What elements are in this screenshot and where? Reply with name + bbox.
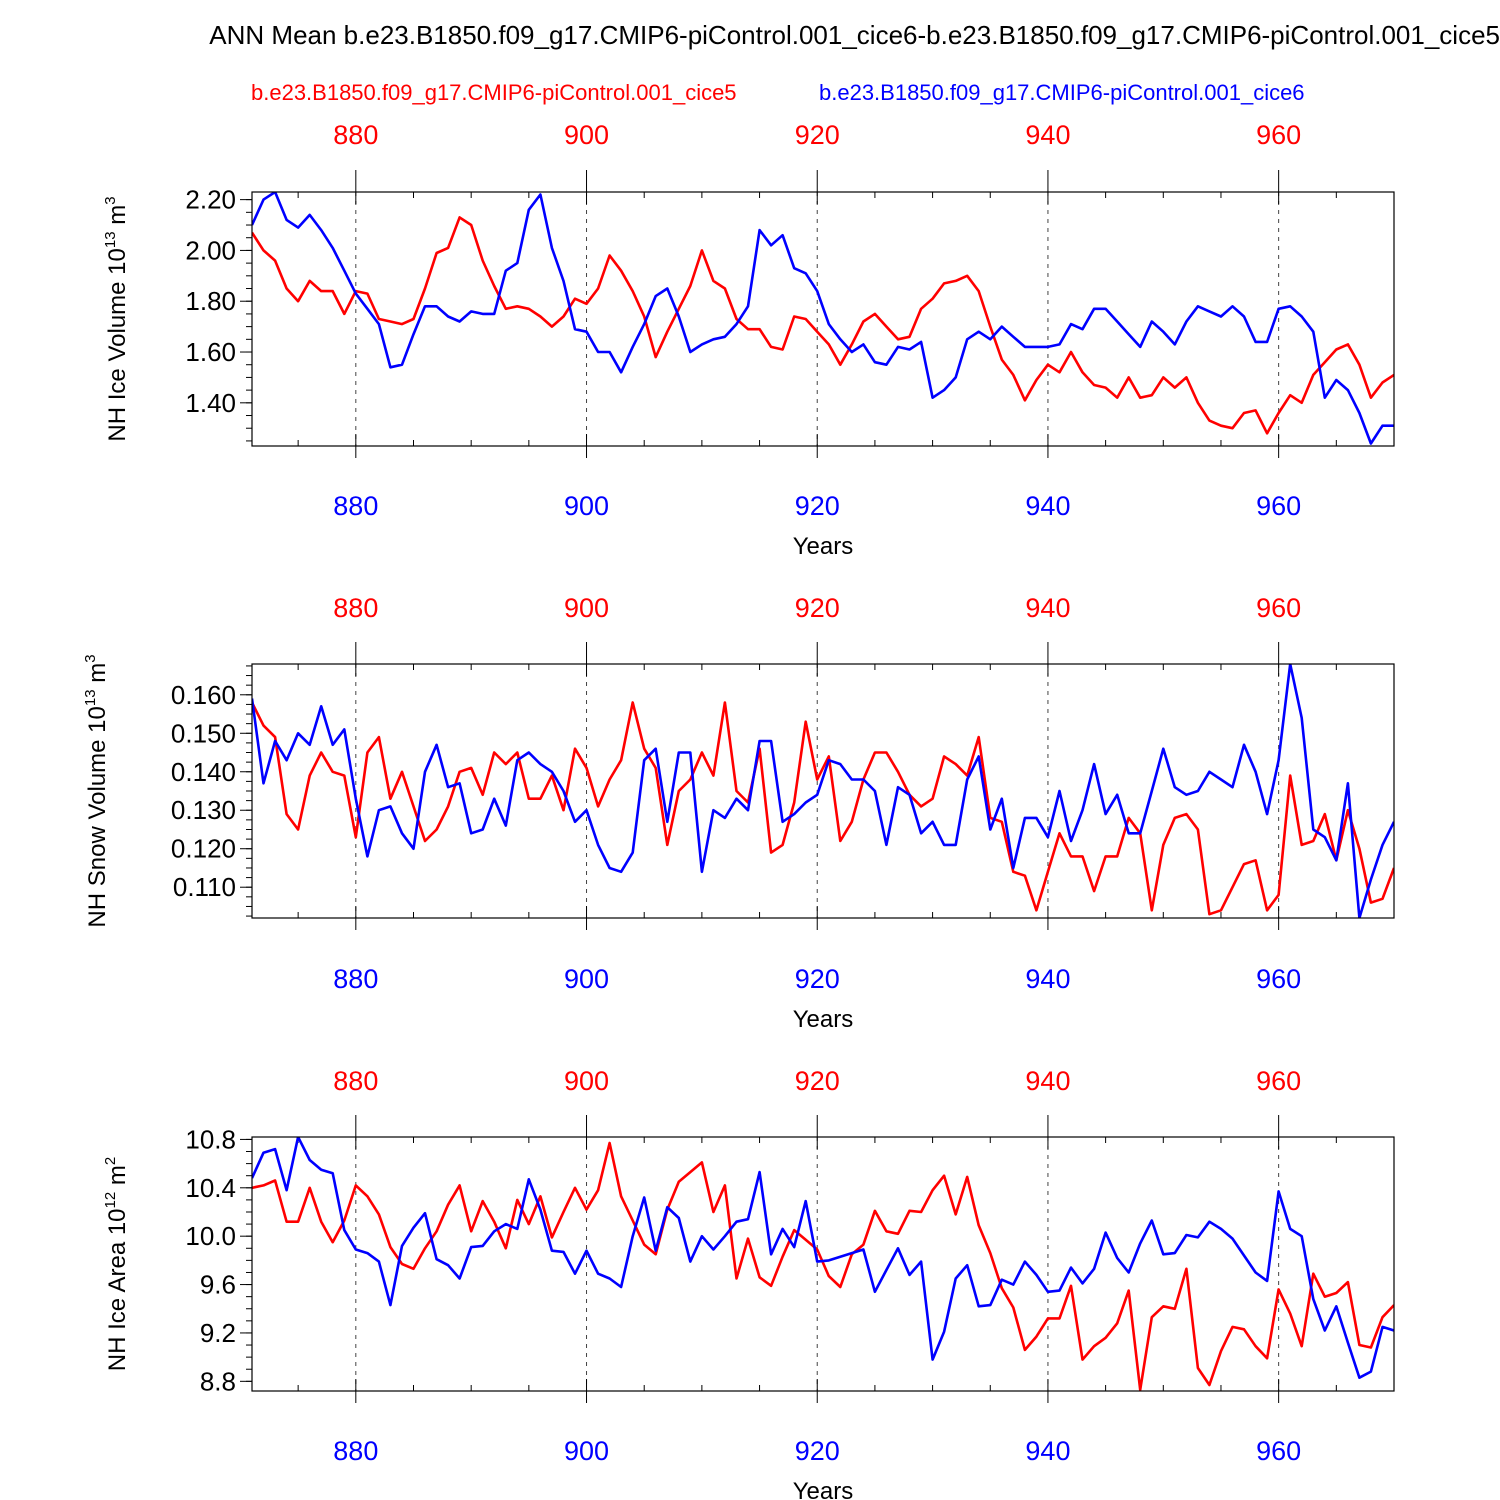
panel2-top-year-label: 960 — [1256, 593, 1301, 623]
panel2-bottom-year-label: 960 — [1256, 964, 1301, 994]
panel2-top-year-label: 920 — [795, 593, 840, 623]
panel2-ytick-label: 0.130 — [171, 795, 236, 825]
legend-entry-cice6: b.e23.B1850.f09_g17.CMIP6-piControl.001_… — [819, 80, 1305, 105]
panel2-bottom-year-label: 900 — [564, 964, 609, 994]
panel2-ytick-label: 0.160 — [171, 680, 236, 710]
panel3-ytick-label: 10.0 — [185, 1221, 236, 1251]
panel3-bottom-year-label: 960 — [1256, 1436, 1301, 1466]
panel2-bottom-year-label: 940 — [1025, 964, 1070, 994]
panel1-series-cice6-line — [252, 192, 1394, 445]
legend-entry-cice5: b.e23.B1850.f09_g17.CMIP6-piControl.001_… — [251, 80, 737, 105]
panel3-ytick-label: 9.2 — [200, 1318, 236, 1348]
panel1-series-cice5-line — [252, 216, 1394, 435]
panel1-ytick-label: 2.20 — [185, 185, 236, 215]
panel3-bottom-year-label: 900 — [564, 1436, 609, 1466]
panel2-series-cice6-line — [252, 664, 1394, 918]
panel1-ytick-label: 2.00 — [185, 235, 236, 265]
panel3-top-year-label: 900 — [564, 1066, 609, 1096]
panel1-yaxis-title: NH Ice Volume 1013 m3 — [102, 196, 131, 441]
panel1-plot-frame — [251, 191, 1395, 447]
panel3-bottom-year-label: 940 — [1025, 1436, 1070, 1466]
panel1-ytick-label: 1.40 — [185, 388, 236, 418]
panel3-yaxis-title: NH Ice Area 1012 m2 — [102, 1157, 131, 1371]
panel3-top-year-label: 960 — [1256, 1066, 1301, 1096]
panel3-ytick-label: 10.4 — [185, 1173, 236, 1203]
panel3-bottom-year-label: 880 — [333, 1436, 378, 1466]
panel1-bottom-year-label: 940 — [1025, 491, 1070, 521]
panel3-top-year-label: 880 — [333, 1066, 378, 1096]
figure-title-text: ANN Mean b.e23.B1850.f09_g17.CMIP6-piCon… — [209, 20, 1500, 50]
panel2-ytick-label: 0.140 — [171, 757, 236, 787]
panel3-ytick-label: 9.6 — [200, 1270, 236, 1300]
panel1-bottom-year-label: 880 — [333, 491, 378, 521]
panel1-xaxis-title: Years — [793, 533, 854, 560]
panel2-ytick-label: 0.150 — [171, 718, 236, 748]
panel3-series-cice6-line — [252, 1137, 1394, 1379]
panel2-bottom-year-label: 920 — [795, 964, 840, 994]
panel2-top-year-label: 940 — [1025, 593, 1070, 623]
panel2-ytick-label: 0.110 — [173, 872, 236, 902]
panel1-bottom-year-label: 900 — [564, 491, 609, 521]
panel1-top-year-label: 880 — [333, 120, 378, 150]
panel3-xaxis-title: Years — [793, 1478, 854, 1500]
panel2-xaxis-title: Years — [793, 1006, 854, 1033]
panel3-series-cice5-line — [252, 1141, 1394, 1391]
panel3-top-year-label: 920 — [795, 1066, 840, 1096]
panel3-top-year-label: 940 — [1025, 1066, 1070, 1096]
panel1-ytick-label: 1.80 — [185, 286, 236, 316]
panel2-plot-frame — [251, 663, 1395, 919]
panel3-bottom-year-label: 920 — [795, 1436, 840, 1466]
panel2-yaxis-title: NH Snow Volume 1013 m3 — [82, 654, 111, 927]
panel2-ytick-label: 0.120 — [171, 834, 236, 864]
panel2-series-cice5-line — [252, 701, 1394, 916]
panel3-ytick-label: 10.8 — [185, 1124, 236, 1154]
panel1-top-year-label: 900 — [564, 120, 609, 150]
panel3-plot-frame — [251, 1136, 1395, 1392]
panel1-top-year-label: 960 — [1256, 120, 1301, 150]
panel1-bottom-year-label: 920 — [795, 491, 840, 521]
panel1-ytick-label: 1.60 — [185, 337, 236, 367]
figure-title: ANN Mean b.e23.B1850.f09_g17.CMIP6-piCon… — [0, 20, 1500, 56]
panel1-top-year-label: 920 — [795, 120, 840, 150]
panel1-top-year-label: 940 — [1025, 120, 1070, 150]
panel3-ytick-label: 8.8 — [200, 1366, 236, 1396]
panel1-bottom-year-label: 960 — [1256, 491, 1301, 521]
panel2-top-year-label: 880 — [333, 593, 378, 623]
panel2-bottom-year-label: 880 — [333, 964, 378, 994]
panel2-top-year-label: 900 — [564, 593, 609, 623]
